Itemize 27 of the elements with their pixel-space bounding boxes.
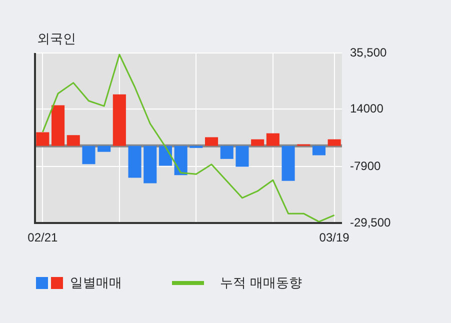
bar	[282, 146, 295, 181]
chart-title: 외국인	[37, 31, 76, 48]
bar	[98, 146, 111, 152]
bar	[128, 146, 142, 178]
bar	[36, 132, 50, 146]
y-tick-label: 14000	[350, 102, 384, 116]
bar	[266, 133, 280, 146]
y-tick-label: -7900	[350, 158, 382, 173]
bar	[174, 146, 188, 176]
bar	[52, 105, 65, 146]
bar	[66, 135, 80, 146]
legend-label: 일별매매	[70, 275, 122, 292]
x-tick-label: 03/19	[319, 230, 350, 245]
y-tick-label: -29,500	[350, 215, 392, 230]
bar	[220, 146, 234, 159]
bar	[251, 139, 264, 146]
bar	[236, 146, 249, 167]
bar	[144, 146, 157, 184]
y-tick-label: 35,500	[350, 45, 388, 60]
bar	[112, 94, 126, 146]
bar	[205, 137, 218, 146]
x-tick-label: 02/21	[28, 230, 58, 245]
legend-label: 누적 매매동향	[220, 275, 302, 292]
bar	[328, 139, 341, 146]
bar	[82, 146, 96, 164]
bar	[158, 146, 172, 166]
bar	[312, 146, 326, 156]
